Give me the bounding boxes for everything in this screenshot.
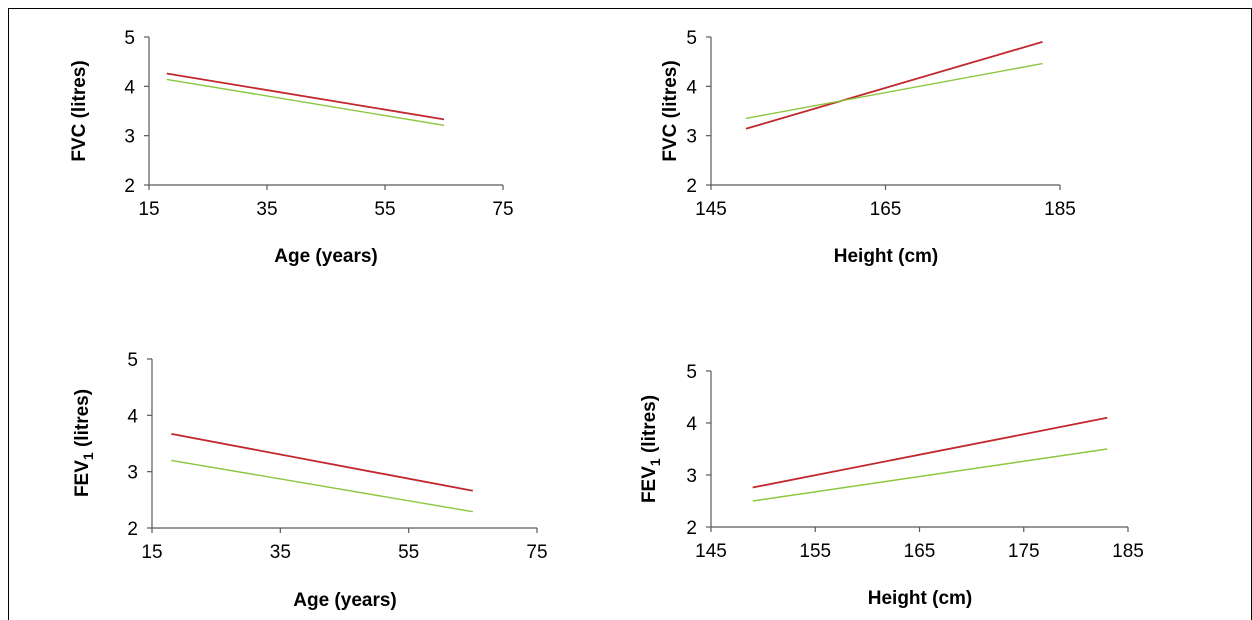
y-tick-label: 3 (686, 127, 697, 148)
x-axis-label: Height (cm) (834, 246, 939, 267)
y-tick-label: 4 (124, 77, 135, 98)
series-line-red (752, 416, 1108, 489)
x-tick-label: 55 (374, 199, 395, 220)
x-tick-label: 35 (270, 542, 291, 563)
y-tick-label: 4 (686, 77, 697, 98)
x-tick-label: 145 (695, 541, 727, 562)
y-tick-label: 5 (686, 28, 697, 49)
y-tick-label: 3 (127, 463, 138, 484)
x-tick-label: 165 (904, 541, 936, 562)
x-tick-label: 145 (695, 199, 727, 220)
series-line-green (166, 78, 445, 126)
series-line-red (166, 72, 445, 121)
chart-panel-4: 2 3 4 5 145 155 165 175 185 Height (cm) FEV1 (litr… (639, 362, 1144, 609)
x-tick-label: 175 (1008, 541, 1040, 562)
chart-panel-3: 2 3 4 5 15 35 55 75 Age (years) FEV1 (litres) (72, 350, 548, 611)
x-tick-label: 185 (1044, 199, 1076, 220)
x-tick-label: 35 (256, 199, 277, 220)
x-axis-label: Height (cm) (868, 588, 973, 609)
series-line-red (745, 41, 1043, 130)
x-tick-label: 75 (526, 542, 547, 563)
y-tick-label: 3 (686, 466, 697, 487)
x-tick-label: 75 (492, 199, 513, 220)
y-axis-label: FVC (litres) (69, 60, 90, 161)
y-axis-label: FVC (litres) (660, 60, 681, 161)
x-axis-label: Age (years) (274, 246, 378, 267)
x-axis-label: Age (years) (293, 590, 397, 611)
x-tick-label: 165 (870, 199, 902, 220)
y-tick-label: 5 (124, 28, 135, 49)
y-tick-label: 2 (124, 176, 135, 197)
x-tick-label: 185 (1112, 541, 1144, 562)
y-tick-label: 4 (686, 414, 697, 435)
x-tick-label: 15 (141, 542, 162, 563)
x-tick-label: 15 (138, 199, 159, 220)
series-line-green (752, 448, 1108, 502)
chart-panel-1: 2 3 4 5 15 35 55 75 Age (years) FVC (litres) (69, 28, 514, 267)
y-tick-label: 2 (127, 519, 138, 540)
y-tick-label: 2 (686, 518, 697, 539)
y-axis-label: FEV1 (litres) (639, 395, 663, 503)
y-tick-label: 5 (127, 350, 138, 371)
series-line-red (171, 433, 473, 492)
chart-panel-2: 2 3 4 5 145 165 185 Height (cm) FVC (litres) (660, 28, 1076, 267)
x-tick-label: 55 (398, 542, 419, 563)
y-tick-label: 4 (127, 406, 138, 427)
series-line-green (745, 62, 1043, 120)
y-tick-label: 5 (686, 362, 697, 383)
x-tick-label: 155 (799, 541, 831, 562)
y-axis-label: FEV1 (litres) (72, 389, 96, 497)
y-tick-label: 2 (686, 176, 697, 197)
series-line-green (171, 459, 473, 513)
y-tick-label: 3 (124, 127, 135, 148)
